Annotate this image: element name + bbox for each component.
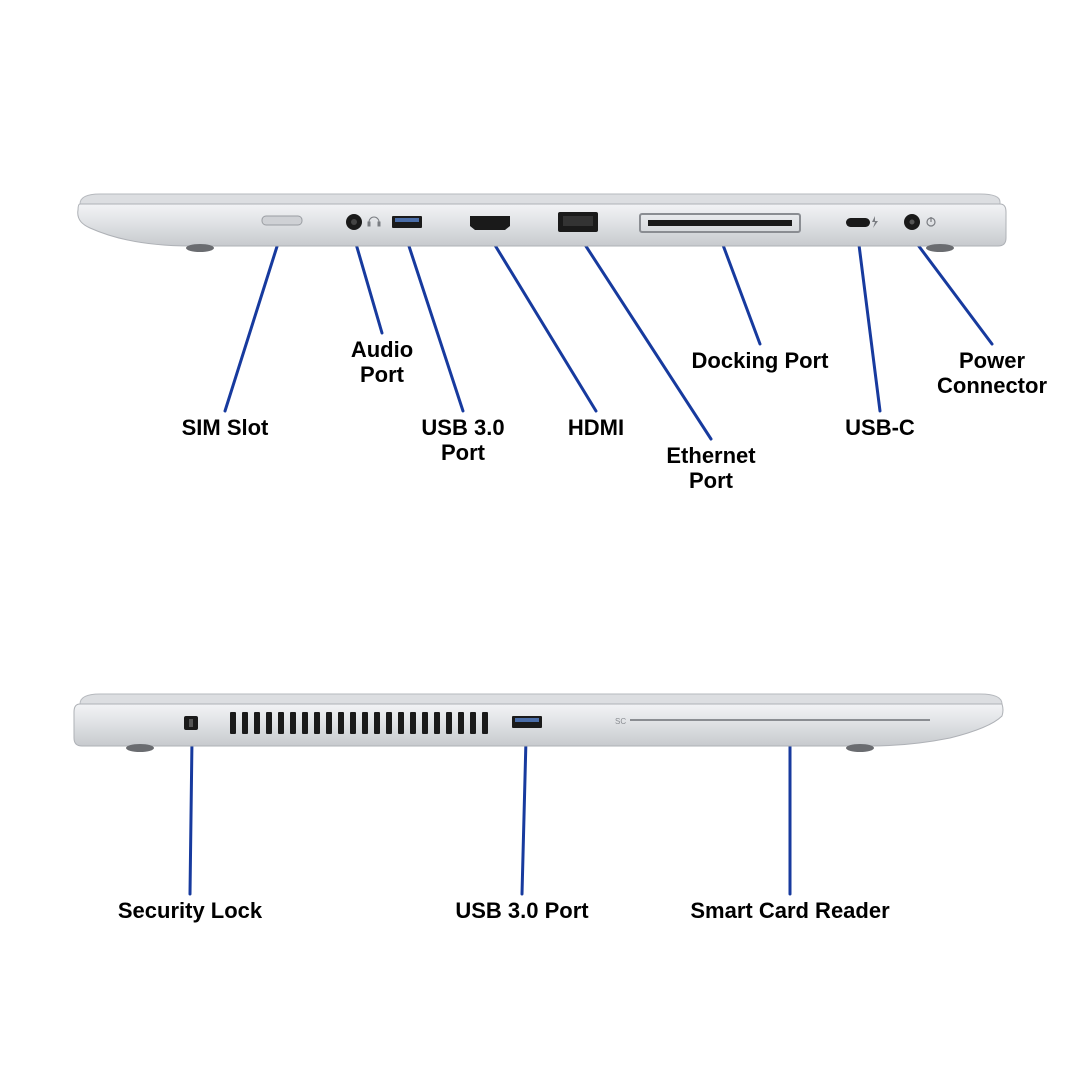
label-usb3-port-left: USB 3.0 Port [422, 898, 622, 923]
diagram-canvas: SC SIM Slot Audio Port USB 3.0 Port HDMIEth… [0, 0, 1080, 1080]
label-sim-slot: SIM Slot [165, 415, 285, 440]
label-hdmi: HDMI [546, 415, 646, 440]
label-ethernet-port: Ethernet Port [651, 443, 771, 494]
label-docking-port: Docking Port [670, 348, 850, 373]
label-audio-port: Audio Port [327, 337, 437, 388]
label-usb-c: USB-C [830, 415, 930, 440]
laptop-left-view: SC [70, 688, 1010, 758]
label-usb3-port: USB 3.0 Port [403, 415, 523, 466]
label-smart-card-reader: Smart Card Reader [660, 898, 920, 923]
svg-text:SC: SC [615, 717, 626, 726]
laptop-right-view [70, 188, 1010, 258]
label-power-connector: Power Connector [917, 348, 1067, 399]
label-security-lock: Security Lock [90, 898, 290, 923]
